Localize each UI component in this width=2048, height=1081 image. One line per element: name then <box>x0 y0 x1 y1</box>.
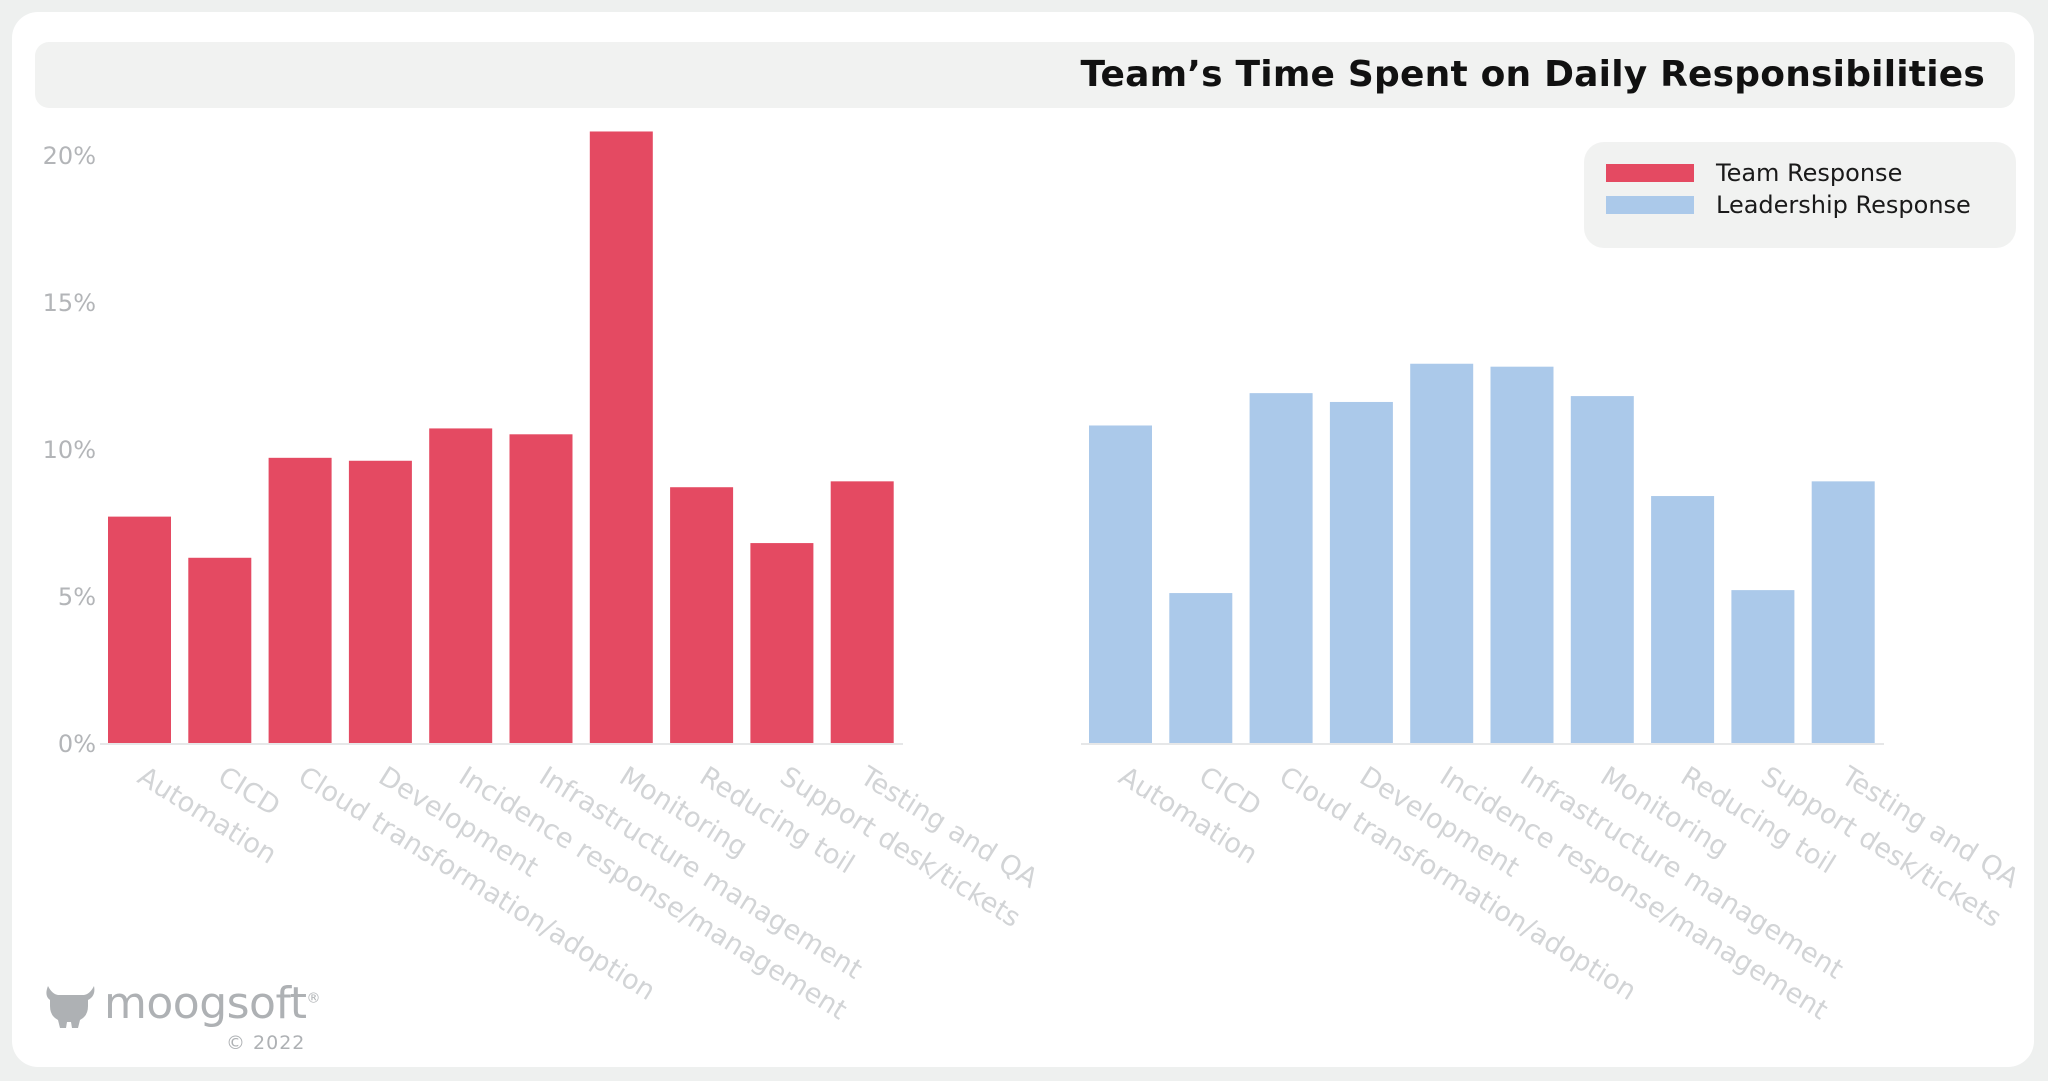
team-bar <box>509 434 573 743</box>
team-bar <box>589 131 653 744</box>
leadership-bar <box>1410 363 1474 743</box>
team-bar <box>670 487 734 743</box>
chart-title: Team’s Time Spent on Daily Responsibilit… <box>1080 54 1985 95</box>
moogsoft-logo: moogsoft® © 2022 <box>42 972 342 1054</box>
leadership-bar <box>1249 393 1313 743</box>
logo-wordmark: moogsoft® <box>104 978 320 1029</box>
team-bar <box>188 557 252 743</box>
cow-icon <box>46 986 95 1028</box>
leadership-bar <box>1089 425 1152 743</box>
legend-item-leadership: Leadership Response <box>1606 190 1971 220</box>
legend-label-leadership: Leadership Response <box>1716 191 1971 219</box>
leadership-bar <box>1731 590 1795 743</box>
team-bar <box>750 543 814 743</box>
team-bar <box>108 516 171 743</box>
title-bar: Team’s Time Spent on Daily Responsibilit… <box>35 42 2015 108</box>
legend-swatch-leadership <box>1606 196 1694 214</box>
chart-card: Team’s Time Spent on Daily Responsibilit… <box>12 12 2034 1067</box>
legend: Team Response Leadership Response <box>1584 142 2016 248</box>
team-bar <box>268 457 332 743</box>
leadership-bar <box>1811 481 1875 743</box>
team-bar <box>830 481 894 743</box>
legend-swatch-team <box>1606 164 1694 182</box>
leadership-bar <box>1651 496 1715 743</box>
y-tick-label: 0% <box>58 730 96 758</box>
logo-trademark: ® <box>306 990 320 1007</box>
y-tick-label: 10% <box>43 436 96 464</box>
legend-label-team: Team Response <box>1716 159 1903 187</box>
leadership-bar <box>1490 366 1554 743</box>
leadership-bar <box>1570 396 1634 743</box>
y-tick-label: 20% <box>43 142 96 170</box>
copyright: © 2022 <box>226 1032 306 1054</box>
leadership-bar <box>1329 401 1393 743</box>
y-tick-label: 5% <box>58 583 96 611</box>
y-tick-label: 15% <box>43 289 96 317</box>
team-bar <box>429 428 493 743</box>
logo-text: moogsoft <box>104 978 307 1029</box>
team-bar <box>348 460 412 743</box>
legend-item-team: Team Response <box>1606 158 1902 188</box>
leadership-bar <box>1169 593 1233 743</box>
